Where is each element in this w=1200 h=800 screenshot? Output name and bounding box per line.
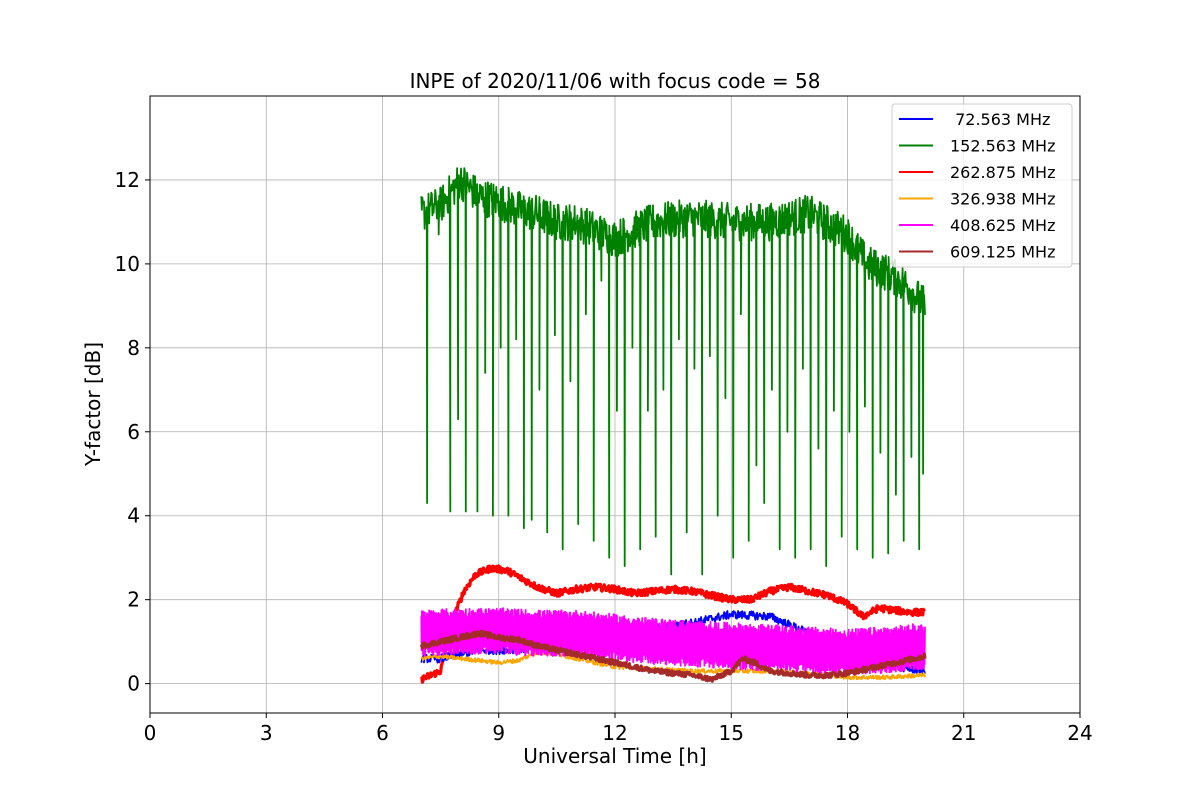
legend: 72.563 MHz 152.563 MHz 262.875 MHz 326.938 … <box>891 103 1073 268</box>
legend-label-6: 609.125 MHz <box>950 243 1055 262</box>
legend-label-1: 72.563 MHz <box>950 110 1050 129</box>
y-tick-label: 4 <box>127 504 140 528</box>
series-line-2 <box>420 167 926 576</box>
series-line-5 <box>420 607 926 675</box>
y-tick-label: 10 <box>115 252 140 276</box>
x-tick-label: 3 <box>260 721 273 745</box>
x-axis-label: Universal Time [h] <box>523 744 706 768</box>
x-tick-label: 21 <box>951 721 976 745</box>
x-tick-label: 6 <box>376 721 389 745</box>
x-tick-label: 24 <box>1067 721 1092 745</box>
legend-box <box>891 103 1073 268</box>
y-tick-label: 12 <box>115 168 140 192</box>
legend-label-5: 408.625 MHz <box>950 216 1055 235</box>
legend-label-4: 326.938 MHz <box>950 190 1055 209</box>
y-tick-label: 0 <box>127 672 140 696</box>
x-tick-label: 12 <box>602 721 627 745</box>
x-axis-ticks: 0 3 6 9 12 15 18 21 24 <box>144 713 1093 745</box>
y-axis-label: Y-factor [dB] <box>81 342 105 467</box>
y-tick-label: 8 <box>127 336 140 360</box>
y-axis-ticks: 0 2 4 6 8 10 12 <box>115 168 150 696</box>
x-tick-label: 0 <box>144 721 157 745</box>
y-tick-label: 2 <box>127 588 140 612</box>
x-tick-label: 18 <box>835 721 860 745</box>
legend-label-3: 262.875 MHz <box>950 163 1055 182</box>
chart-title: INPE of 2020/11/06 with focus code = 58 <box>410 69 821 93</box>
y-tick-label: 6 <box>127 420 140 444</box>
x-tick-label: 15 <box>719 721 744 745</box>
series-layer <box>419 167 927 684</box>
legend-label-2: 152.563 MHz <box>950 137 1055 156</box>
x-tick-label: 9 <box>492 721 505 745</box>
series-line-6 <box>419 629 927 683</box>
series-line-3 <box>420 564 926 684</box>
